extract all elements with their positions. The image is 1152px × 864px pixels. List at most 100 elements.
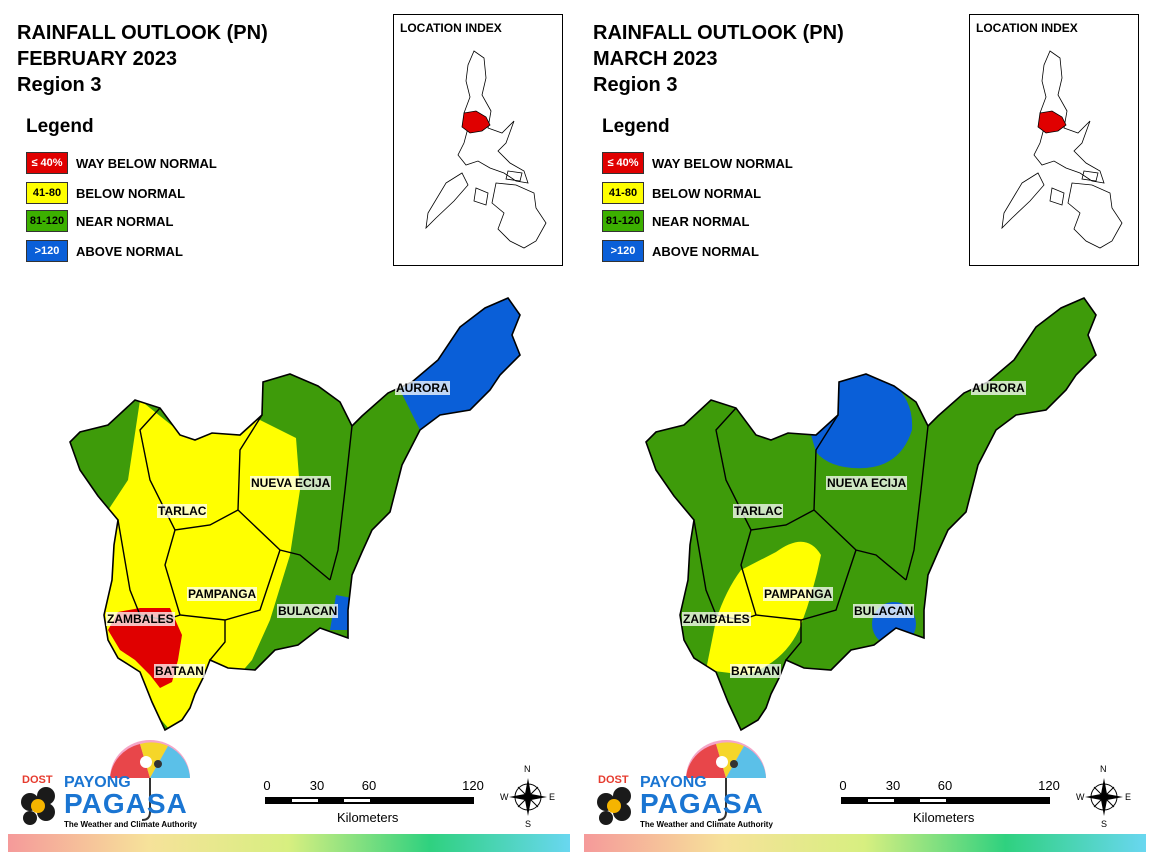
legend-title: Legend <box>602 116 670 137</box>
pagasa-label: PAGASA <box>64 788 188 819</box>
location-index-title: LOCATION INDEX <box>400 21 502 35</box>
province-label-tarlac: TARLAC <box>157 504 208 518</box>
scale-tick: 120 <box>1038 778 1060 793</box>
philippines-locator-map <box>1001 50 1123 249</box>
legend-label: WAY BELOW NORMAL <box>652 155 793 171</box>
scale-tick: 30 <box>885 778 901 793</box>
near-normal-zone <box>646 298 1096 730</box>
legend-item-way-below-normal: ≤ 40% WAY BELOW NORMAL <box>26 151 217 175</box>
province-label-bulacan: BULACAN <box>277 604 339 618</box>
compass-rose: N S E W <box>1076 764 1132 829</box>
scale-bar: 0 30 60 120 Kilometers <box>263 778 485 828</box>
compass-icon <box>1085 778 1123 816</box>
outlook-panel-march: RAINFALL OUTLOOK (PN) MARCH 2023 Region … <box>576 0 1152 864</box>
compass-n: N <box>524 764 531 774</box>
legend-label: ABOVE NORMAL <box>652 243 759 259</box>
payong-pagasa-logo: DOST PAYONG PAGASA The Weather and Clima… <box>18 740 198 832</box>
title-month: MARCH 2023 <box>593 48 718 70</box>
legend-item-below-normal: 41-80 BELOW NORMAL <box>602 181 761 205</box>
compass-s: S <box>1101 819 1108 829</box>
compass-rose: N S E W <box>500 764 556 829</box>
scale-tick: 0 <box>839 778 847 793</box>
legend-swatch: 81-120 <box>26 210 68 232</box>
province-label-bataan: BATAAN <box>154 664 205 678</box>
location-index-title: LOCATION INDEX <box>976 21 1078 35</box>
compass-n: N <box>1100 764 1107 774</box>
umbrella-icon <box>597 740 766 825</box>
province-label-pampanga: PAMPANGA <box>763 587 834 601</box>
compass-w: W <box>1076 792 1085 802</box>
payong-pagasa-logo: DOST PAYONG PAGASA The Weather and Clima… <box>594 740 774 832</box>
scale-tick: 0 <box>263 778 271 793</box>
title-region: Region 3 <box>593 74 678 96</box>
above-normal-zone-nueva-ecija <box>811 372 913 469</box>
province-label-nueva-ecija: NUEVA ECIJA <box>826 476 908 490</box>
title-line-1: RAINFALL OUTLOOK (PN) <box>593 22 844 44</box>
tagline: The Weather and Climate Authority <box>64 820 197 829</box>
legend-label: NEAR NORMAL <box>76 213 174 229</box>
tagline: The Weather and Climate Authority <box>640 820 773 829</box>
compass-e: E <box>1125 792 1132 802</box>
payong-label: PAYONG <box>640 774 707 791</box>
province-label-aurora: AURORA <box>971 381 1026 395</box>
scale-tick: 60 <box>361 778 377 793</box>
scale-tick: 120 <box>462 778 484 793</box>
pagasa-label: PAGASA <box>640 788 764 819</box>
scale-tick: 60 <box>937 778 953 793</box>
title-line-1: RAINFALL OUTLOOK (PN) <box>17 22 268 44</box>
compass-icon <box>509 778 547 816</box>
scale-unit: Kilometers <box>337 810 399 825</box>
legend-item-above-normal: >120 ABOVE NORMAL <box>602 239 759 263</box>
footer-gradient-bar <box>8 834 570 852</box>
footer-gradient-bar <box>584 834 1146 852</box>
legend-item-way-below-normal: ≤ 40% WAY BELOW NORMAL <box>602 151 793 175</box>
outlook-panel-february: RAINFALL OUTLOOK (PN) FEBRUARY 2023 Regi… <box>8 14 570 852</box>
legend-swatch: 81-120 <box>602 210 644 232</box>
payong-label: PAYONG <box>64 774 131 791</box>
scale-bar-graphic <box>841 797 1050 804</box>
legend-item-above-normal: >120 ABOVE NORMAL <box>26 239 183 263</box>
region-3-highlight <box>461 110 491 134</box>
region-3-rainfall-map <box>645 297 1097 731</box>
legend-label: BELOW NORMAL <box>652 185 762 201</box>
compass-w: W <box>500 792 509 802</box>
legend-item-near-normal: 81-120 NEAR NORMAL <box>602 209 750 233</box>
province-label-nueva-ecija: NUEVA ECIJA <box>250 476 332 490</box>
legend-swatch: ≤ 40% <box>26 152 68 174</box>
scale-unit: Kilometers <box>913 810 975 825</box>
compass-s: S <box>525 819 532 829</box>
legend-swatch: 41-80 <box>602 182 644 204</box>
umbrella-icon <box>21 740 190 825</box>
legend-swatch: 41-80 <box>26 182 68 204</box>
scale-tick: 30 <box>309 778 325 793</box>
compass-e: E <box>549 792 556 802</box>
legend-item-near-normal: 81-120 NEAR NORMAL <box>26 209 174 233</box>
dost-label: DOST <box>22 774 53 786</box>
province-label-tarlac: TARLAC <box>733 504 784 518</box>
legend-label: BELOW NORMAL <box>76 185 186 201</box>
scale-bar: 0 30 60 120 Kilometers <box>839 778 1061 828</box>
map-title: RAINFALL OUTLOOK (PN) MARCH 2023 Region … <box>593 20 844 98</box>
dost-label: DOST <box>598 774 629 786</box>
above-normal-zone-zambales <box>666 528 676 546</box>
province-label-bataan: BATAAN <box>730 664 781 678</box>
scale-bar-graphic <box>265 797 474 804</box>
legend-swatch: >120 <box>26 240 68 262</box>
location-index-inset: LOCATION INDEX <box>969 14 1139 266</box>
province-label-zambales: ZAMBALES <box>106 612 175 626</box>
province-label-bulacan: BULACAN <box>853 604 915 618</box>
legend-label: ABOVE NORMAL <box>76 243 183 259</box>
legend-item-below-normal: 41-80 BELOW NORMAL <box>26 181 185 205</box>
province-label-pampanga: PAMPANGA <box>187 587 258 601</box>
legend-swatch: >120 <box>602 240 644 262</box>
above-normal-zone-aurora <box>400 298 520 430</box>
title-month: FEBRUARY 2023 <box>17 48 178 70</box>
region-3-rainfall-map <box>69 297 521 731</box>
province-label-zambales: ZAMBALES <box>682 612 751 626</box>
province-label-aurora: AURORA <box>395 381 450 395</box>
map-title: RAINFALL OUTLOOK (PN) FEBRUARY 2023 Regi… <box>17 20 268 98</box>
legend-label: NEAR NORMAL <box>652 213 750 229</box>
title-region: Region 3 <box>17 74 102 96</box>
philippines-locator-map <box>425 50 547 249</box>
legend-title: Legend <box>26 116 94 137</box>
